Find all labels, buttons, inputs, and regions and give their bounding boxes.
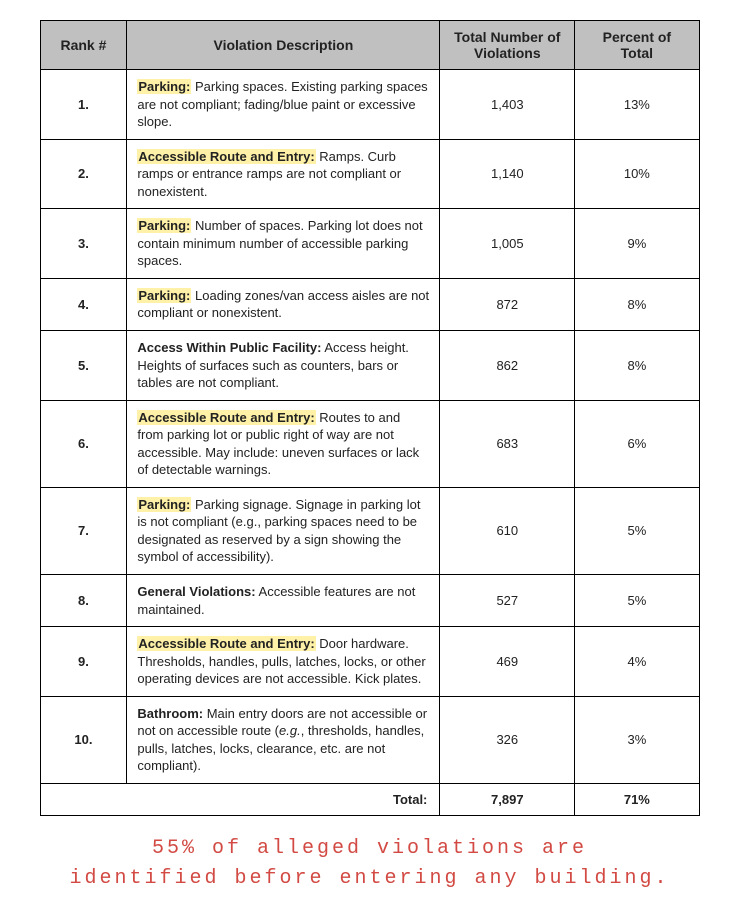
- cell-percent: 13%: [575, 70, 699, 140]
- cell-number: 527: [440, 575, 575, 627]
- cell-rank: 6.: [40, 400, 127, 487]
- table-row: 6.Accessible Route and Entry: Routes to …: [40, 400, 699, 487]
- col-header-num: Total Number of Violations: [440, 21, 575, 70]
- table-row: 4.Parking: Loading zones/van access aisl…: [40, 278, 699, 330]
- violation-category: Bathroom:: [137, 706, 203, 721]
- cell-number: 862: [440, 331, 575, 401]
- cell-rank: 7.: [40, 487, 127, 574]
- cell-number: 610: [440, 487, 575, 574]
- cell-rank: 5.: [40, 331, 127, 401]
- cell-percent: 8%: [575, 278, 699, 330]
- violation-category: General Violations:: [137, 584, 255, 599]
- cell-percent: 9%: [575, 209, 699, 279]
- cell-description: General Violations: Accessible features …: [127, 575, 440, 627]
- table-body: 1.Parking: Parking spaces. Existing park…: [40, 70, 699, 784]
- cell-number: 1,005: [440, 209, 575, 279]
- cell-percent: 10%: [575, 139, 699, 209]
- total-num: 7,897: [440, 783, 575, 815]
- cell-rank: 3.: [40, 209, 127, 279]
- violations-table: Rank # Violation Description Total Numbe…: [40, 20, 700, 816]
- cell-description: Parking: Loading zones/van access aisles…: [127, 278, 440, 330]
- violation-category: Parking:: [137, 218, 191, 233]
- cell-percent: 4%: [575, 627, 699, 697]
- cell-description: Parking: Parking signage. Signage in par…: [127, 487, 440, 574]
- total-label: Total:: [40, 783, 440, 815]
- table-row: 8.General Violations: Accessible feature…: [40, 575, 699, 627]
- table-total-row: Total: 7,897 71%: [40, 783, 699, 815]
- cell-number: 683: [440, 400, 575, 487]
- table-row: 1.Parking: Parking spaces. Existing park…: [40, 70, 699, 140]
- table-row: 7.Parking: Parking signage. Signage in p…: [40, 487, 699, 574]
- col-header-desc: Violation Description: [127, 21, 440, 70]
- col-header-rank: Rank #: [40, 21, 127, 70]
- violation-category: Accessible Route and Entry:: [137, 149, 315, 164]
- cell-number: 469: [440, 627, 575, 697]
- table-row: 3.Parking: Number of spaces. Parking lot…: [40, 209, 699, 279]
- cell-percent: 3%: [575, 696, 699, 783]
- cell-percent: 5%: [575, 575, 699, 627]
- violation-category: Access Within Public Facility:: [137, 340, 321, 355]
- cell-number: 872: [440, 278, 575, 330]
- cell-rank: 10.: [40, 696, 127, 783]
- footer-note: 55% of alleged violations are identified…: [20, 834, 719, 894]
- cell-rank: 4.: [40, 278, 127, 330]
- cell-percent: 5%: [575, 487, 699, 574]
- cell-rank: 9.: [40, 627, 127, 697]
- table-row: 9.Accessible Route and Entry: Door hardw…: [40, 627, 699, 697]
- table-row: 5.Access Within Public Facility: Access …: [40, 331, 699, 401]
- total-pct: 71%: [575, 783, 699, 815]
- cell-rank: 2.: [40, 139, 127, 209]
- cell-description: Accessible Route and Entry: Ramps. Curb …: [127, 139, 440, 209]
- cell-rank: 8.: [40, 575, 127, 627]
- cell-description: Accessible Route and Entry: Routes to an…: [127, 400, 440, 487]
- cell-percent: 6%: [575, 400, 699, 487]
- violation-category: Parking:: [137, 288, 191, 303]
- cell-description: Parking: Number of spaces. Parking lot d…: [127, 209, 440, 279]
- col-header-pct: Percent of Total: [575, 21, 699, 70]
- footer-line1: 55% of alleged violations are: [152, 837, 587, 860]
- table-row: 2.Accessible Route and Entry: Ramps. Cur…: [40, 139, 699, 209]
- violation-category: Parking:: [137, 79, 191, 94]
- cell-description: Bathroom: Main entry doors are not acces…: [127, 696, 440, 783]
- cell-description: Access Within Public Facility: Access he…: [127, 331, 440, 401]
- table-header-row: Rank # Violation Description Total Numbe…: [40, 21, 699, 70]
- cell-number: 326: [440, 696, 575, 783]
- violation-category: Parking:: [137, 497, 191, 512]
- cell-description: Parking: Parking spaces. Existing parkin…: [127, 70, 440, 140]
- violation-category: Accessible Route and Entry:: [137, 636, 315, 651]
- cell-rank: 1.: [40, 70, 127, 140]
- violation-category: Accessible Route and Entry:: [137, 410, 315, 425]
- cell-description: Accessible Route and Entry: Door hardwar…: [127, 627, 440, 697]
- table-row: 10.Bathroom: Main entry doors are not ac…: [40, 696, 699, 783]
- footer-line2: identified before entering any building.: [69, 867, 669, 890]
- cell-percent: 8%: [575, 331, 699, 401]
- cell-number: 1,403: [440, 70, 575, 140]
- cell-number: 1,140: [440, 139, 575, 209]
